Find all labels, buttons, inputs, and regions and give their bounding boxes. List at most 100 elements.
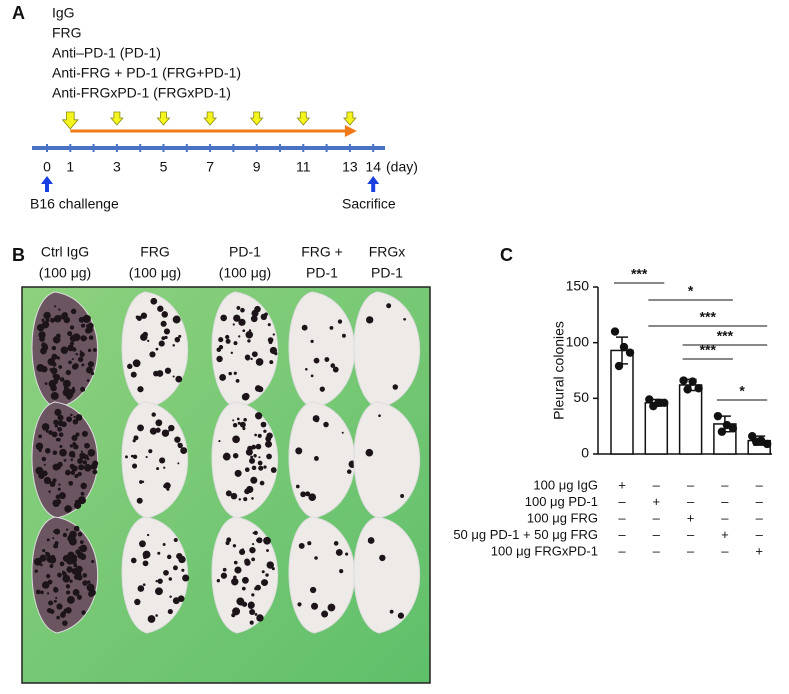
- metastasis: [49, 368, 52, 371]
- metastasis: [261, 579, 269, 587]
- metastasis: [232, 419, 235, 422]
- metastasis: [52, 362, 57, 367]
- metastasis: [341, 333, 346, 338]
- metastasis: [57, 572, 62, 578]
- metastasis: [239, 421, 246, 428]
- metastasis: [329, 326, 334, 330]
- metastasis: [241, 576, 249, 584]
- day-label: 7: [206, 159, 214, 175]
- lung: [353, 516, 421, 634]
- metastasis: [54, 305, 57, 308]
- metastasis: [274, 352, 278, 356]
- metastasis: [63, 608, 68, 612]
- metastasis: [56, 356, 60, 360]
- metastasis: [249, 620, 254, 625]
- metastasis: [163, 466, 166, 469]
- metastasis: [78, 464, 85, 471]
- metastasis: [60, 346, 69, 354]
- metastasis: [54, 541, 59, 546]
- metastasis: [60, 612, 66, 618]
- metastasis: [59, 561, 65, 567]
- metastasis: [70, 413, 73, 417]
- metastasis: [341, 431, 344, 434]
- metastasis: [265, 573, 269, 577]
- injection-arrow: [156, 111, 171, 126]
- metastasis: [40, 348, 47, 355]
- metastasis: [43, 476, 52, 485]
- metastasis: [149, 351, 156, 358]
- metastasis: [319, 386, 325, 392]
- metastasis: [237, 421, 241, 425]
- metastasis: [75, 565, 83, 573]
- metastasis: [219, 374, 227, 381]
- metastasis: [386, 303, 392, 309]
- metastasis: [51, 345, 57, 351]
- metastasis: [80, 335, 87, 342]
- metastasis: [87, 448, 96, 457]
- metastasis: [345, 552, 349, 556]
- metastasis: [75, 353, 79, 356]
- metastasis: [41, 581, 50, 589]
- metastasis: [73, 363, 79, 369]
- metastasis: [232, 422, 238, 428]
- metastasis: [233, 371, 237, 375]
- metastasis: [300, 491, 307, 498]
- metastasis: [233, 314, 241, 322]
- metastasis: [261, 570, 265, 574]
- metastasis: [257, 386, 264, 393]
- metastasis: [86, 366, 93, 374]
- metastasis: [155, 419, 163, 427]
- metastasis: [233, 341, 238, 346]
- metastasis: [72, 589, 80, 596]
- treatment-sign: –: [721, 543, 729, 558]
- metastasis: [76, 574, 83, 581]
- metastasis: [52, 373, 58, 379]
- metastasis: [44, 382, 48, 386]
- metastasis: [313, 357, 320, 364]
- metastasis: [244, 354, 251, 360]
- metastasis: [67, 331, 73, 337]
- treatment-sign: –: [721, 494, 729, 509]
- metastasis: [251, 465, 257, 471]
- metastasis: [310, 339, 314, 343]
- metastasis: [73, 563, 78, 568]
- metastasis: [243, 497, 248, 502]
- metastasis: [43, 311, 51, 320]
- metastasis: [66, 416, 73, 423]
- metastasis: [177, 462, 180, 465]
- metastasis: [147, 615, 156, 623]
- column-header: (100 μg): [39, 265, 91, 281]
- metastasis: [225, 490, 232, 497]
- treatment-sign: –: [618, 527, 626, 542]
- metastasis: [52, 537, 55, 540]
- metastasis: [366, 453, 370, 456]
- metastasis: [65, 607, 72, 614]
- arrow-head: [344, 125, 357, 137]
- metastasis: [245, 331, 254, 339]
- metastasis: [258, 456, 261, 459]
- metastasis: [266, 549, 269, 552]
- metastasis: [38, 434, 43, 439]
- metastasis: [321, 610, 329, 618]
- column-header: Ctrl IgG: [41, 244, 89, 260]
- metastasis: [254, 412, 263, 420]
- metastasis: [47, 579, 53, 585]
- metastasis: [295, 447, 303, 455]
- metastasis: [250, 455, 254, 459]
- metastasis: [366, 316, 374, 324]
- metastasis: [269, 360, 274, 365]
- metastasis: [216, 579, 220, 583]
- metastasis: [81, 610, 86, 615]
- metastasis: [133, 435, 139, 441]
- metastasis: [139, 540, 146, 548]
- metastasis: [79, 351, 85, 358]
- y-tick-label: 100: [566, 333, 590, 349]
- metastasis: [259, 480, 265, 486]
- metastasis: [230, 492, 238, 500]
- metastasis: [62, 379, 71, 388]
- metastasis: [256, 614, 264, 622]
- treatment-label: 100 μg FRGxPD-1: [491, 543, 598, 558]
- metastasis: [88, 590, 95, 597]
- metastasis: [268, 340, 273, 345]
- metastasis: [163, 569, 169, 576]
